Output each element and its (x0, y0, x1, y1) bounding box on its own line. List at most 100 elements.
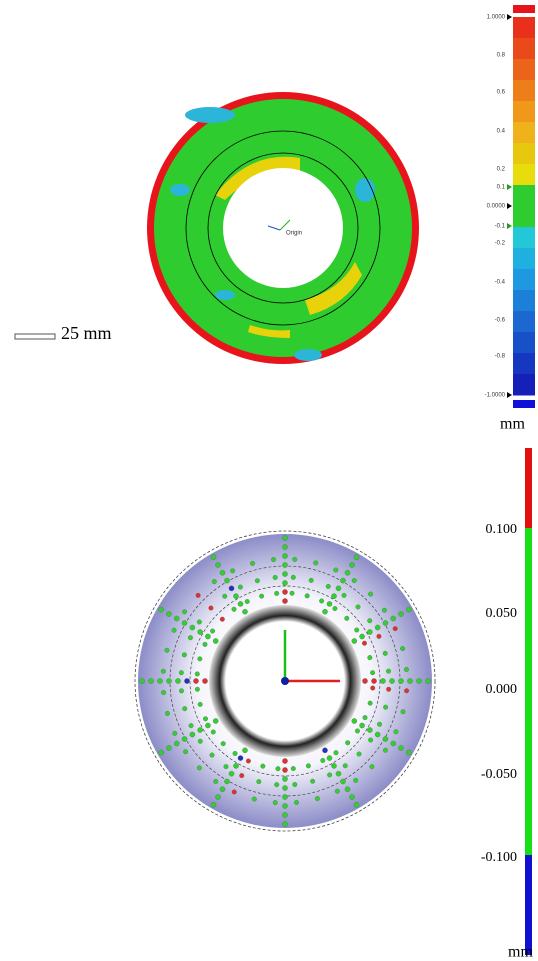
point (390, 740, 397, 747)
point (203, 716, 208, 722)
point (220, 741, 226, 747)
color-band (513, 227, 535, 249)
point (325, 583, 331, 589)
point (342, 763, 348, 769)
colorbar-label: -0.6 (495, 318, 506, 324)
point (351, 638, 358, 644)
color-band (513, 143, 535, 165)
color-band (513, 353, 535, 375)
point (390, 615, 397, 622)
point (282, 812, 288, 818)
point (382, 736, 389, 742)
point (210, 628, 215, 634)
point (210, 554, 217, 560)
point (189, 624, 196, 631)
color-band (513, 80, 535, 102)
point (193, 678, 199, 684)
point (407, 678, 413, 684)
point (359, 633, 365, 640)
point (404, 688, 410, 694)
point (164, 647, 170, 653)
point (215, 562, 221, 568)
color-band (513, 290, 535, 312)
point (290, 766, 296, 772)
point (148, 678, 154, 684)
color-band (513, 206, 535, 228)
point (371, 678, 377, 684)
point (197, 727, 203, 733)
point (406, 606, 412, 613)
point (355, 604, 361, 610)
colorbar-label: -0.1 (495, 224, 506, 230)
point (197, 738, 203, 744)
point (245, 758, 251, 764)
point (256, 779, 262, 785)
unit-label: mm (508, 944, 533, 961)
point (335, 770, 342, 777)
point (386, 686, 392, 692)
point (173, 740, 180, 747)
point (219, 786, 226, 793)
point (344, 786, 351, 793)
point (398, 678, 404, 684)
color-band (513, 17, 535, 39)
point (282, 535, 288, 541)
point (205, 722, 211, 729)
point (197, 701, 203, 707)
point (353, 777, 359, 783)
colorbar-label: -0.100 (481, 850, 517, 865)
colorbar-label: -1.0000 (485, 393, 506, 399)
point (367, 727, 373, 733)
point (173, 615, 180, 622)
point (231, 606, 237, 612)
point (377, 721, 383, 727)
point (367, 618, 373, 624)
point (400, 646, 406, 652)
point (308, 577, 314, 583)
point (359, 722, 365, 729)
point (254, 578, 260, 584)
point (362, 678, 368, 684)
point (181, 620, 188, 626)
point (228, 770, 235, 777)
point (374, 731, 381, 738)
point (205, 633, 211, 640)
point (196, 619, 202, 625)
point (386, 668, 391, 674)
colorbar (525, 448, 532, 955)
point (208, 605, 214, 611)
point (182, 706, 188, 712)
point (368, 737, 374, 743)
point (224, 577, 230, 584)
point (351, 578, 357, 584)
point (209, 752, 215, 758)
point (383, 704, 389, 710)
color-band (513, 374, 535, 396)
point (210, 729, 216, 735)
point (376, 633, 382, 639)
point (259, 593, 265, 599)
point (333, 567, 339, 573)
point (232, 751, 238, 756)
colorbar-label: -0.4 (495, 280, 506, 286)
point (294, 800, 299, 805)
color-band (513, 59, 535, 81)
colorbar-label: 0.8 (497, 53, 506, 59)
point (194, 671, 200, 677)
point (341, 592, 347, 598)
point (231, 789, 237, 795)
point (212, 718, 219, 724)
colorbar-label: -0.050 (481, 767, 517, 782)
point (334, 788, 340, 794)
point (196, 765, 202, 771)
point (210, 802, 217, 808)
unit-label: mm (500, 416, 525, 433)
colorbar-label: 0.6 (497, 90, 506, 96)
origin-label: Origin (286, 231, 302, 237)
point (197, 656, 203, 662)
point (139, 678, 145, 684)
point (282, 562, 288, 568)
point-map (134, 530, 436, 832)
color-band (513, 311, 535, 333)
